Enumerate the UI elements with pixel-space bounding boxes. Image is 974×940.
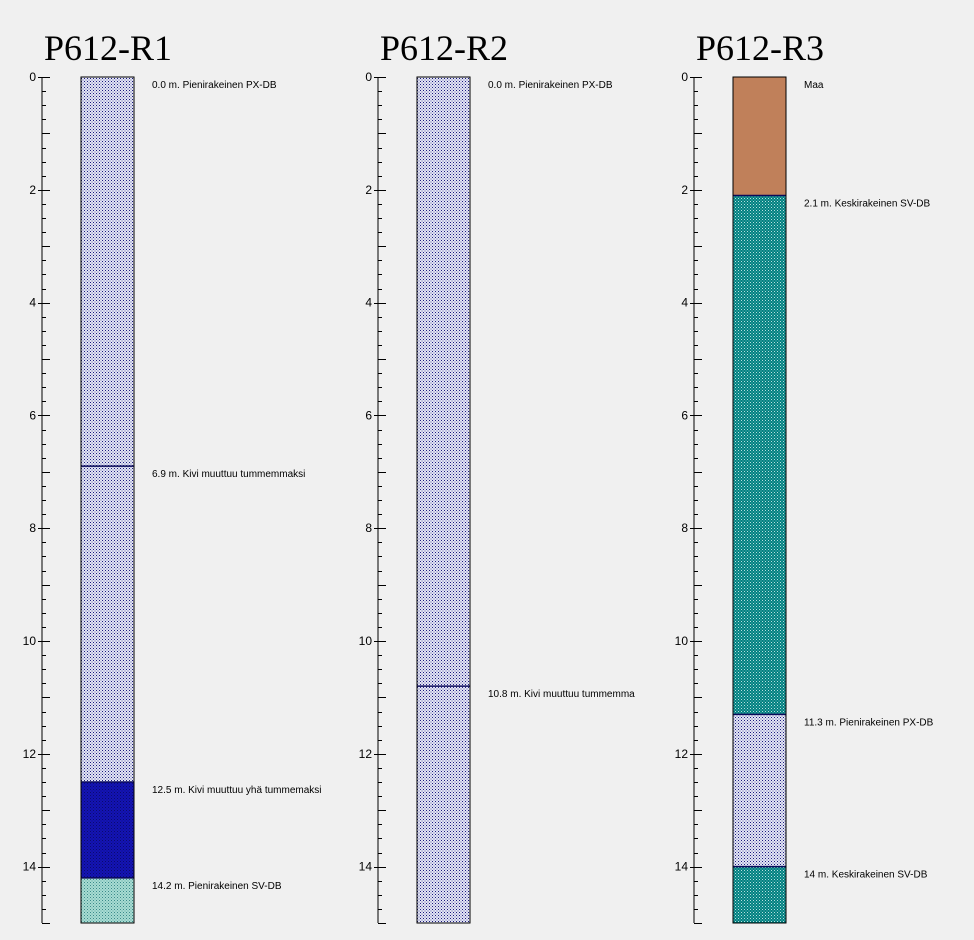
layer-label: 2.1 m. Keskirakeinen SV-DB: [804, 198, 930, 209]
layer-px: [733, 714, 786, 867]
depth-tick-label: 0: [29, 70, 36, 84]
depth-tick-label: 10: [359, 634, 373, 648]
layer-teal: [733, 866, 786, 923]
layer-px: [81, 77, 134, 467]
log-p612-r1: P612-R1 0 2 4 6 8 10 12 14 0.0 m. Pienirakeinen P…: [23, 28, 322, 924]
depth-tick-label: 10: [23, 634, 37, 648]
depth-tick-label: 0: [681, 70, 688, 84]
layer-px: [417, 77, 470, 687]
depth-tick-label: 0: [365, 70, 372, 84]
depth-tick-label: 12: [23, 747, 37, 761]
layer-label: 12.5 m. Kivi muuttuu yhä tummemaksi: [152, 785, 322, 796]
log-title: P612-R2: [380, 28, 508, 68]
depth-tick-label: 8: [681, 521, 688, 535]
depth-tick-label: 6: [29, 408, 36, 422]
layer-label: 6.9 m. Kivi muuttuu tummemmaksi: [152, 469, 305, 480]
layer-sv_light: [81, 877, 134, 923]
depth-tick-label: 2: [681, 183, 688, 197]
log-p612-r2: P612-R2 0 2 4 6 8 10 12 14 0.0 m. Pienirakeinen P…: [359, 28, 635, 924]
layer-label: 10.8 m. Kivi muuttuu tummemma: [488, 689, 635, 700]
layer-label: Maa: [804, 80, 824, 91]
log-column-outline: [80, 76, 135, 924]
log-column-outline: [416, 76, 471, 924]
log-title: P612-R1: [44, 28, 172, 68]
depth-tick-label: 14: [675, 860, 689, 874]
depth-tick-label: 12: [675, 747, 689, 761]
depth-tick-label: 10: [675, 634, 689, 648]
layer-label: 11.3 m. Pienirakeinen PX-DB: [804, 717, 934, 728]
layer-label: 14 m. Keskirakeinen SV-DB: [804, 870, 928, 881]
log-title: P612-R3: [696, 28, 824, 68]
log-column-outline: [732, 76, 787, 924]
depth-tick-label: 8: [365, 521, 372, 535]
layer-dark: [81, 782, 134, 878]
layer-label: 0.0 m. Pienirakeinen PX-DB: [488, 80, 613, 91]
depth-tick-label: 2: [29, 183, 36, 197]
layer-soil: [733, 77, 786, 196]
layer-label: 14.2 m. Pienirakeinen SV-DB: [152, 881, 282, 892]
log-p612-r3: P612-R3 0 2 4 6 8 10 12 14 Maa 2.1 m. Keskirakeine…: [675, 28, 934, 924]
layer-label: 0.0 m. Pienirakeinen PX-DB: [152, 80, 277, 91]
depth-tick-label: 4: [365, 296, 372, 310]
layer-px: [81, 466, 134, 782]
depth-tick-label: 6: [365, 408, 372, 422]
depth-tick-label: 12: [359, 747, 373, 761]
layer-teal: [733, 195, 786, 715]
depth-tick-label: 4: [681, 296, 688, 310]
depth-tick-label: 4: [29, 296, 36, 310]
depth-tick-label: 8: [29, 521, 36, 535]
layer-px: [417, 686, 470, 923]
depth-tick-label: 14: [23, 860, 37, 874]
depth-tick-label: 6: [681, 408, 688, 422]
depth-tick-label: 14: [359, 860, 373, 874]
depth-tick-label: 2: [365, 183, 372, 197]
